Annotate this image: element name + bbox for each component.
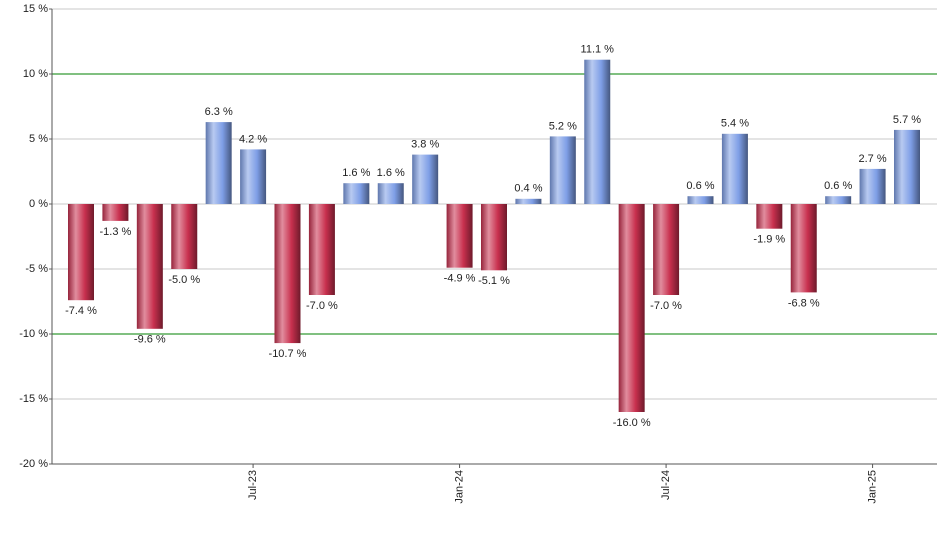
y-tick-label: 0 % <box>29 198 48 210</box>
bar <box>446 204 473 268</box>
y-tick-label: -15 % <box>19 393 48 405</box>
data-label: 0.6 % <box>686 180 714 192</box>
data-label: -7.4 % <box>65 305 97 317</box>
data-label: 5.2 % <box>549 120 577 132</box>
data-label: -7.0 % <box>306 300 338 312</box>
bar <box>515 198 542 204</box>
bar <box>687 196 714 204</box>
bar <box>343 183 370 204</box>
data-label: 3.8 % <box>411 139 439 151</box>
data-label: -6.8 % <box>788 297 820 309</box>
y-tick-label: 5 % <box>29 133 48 145</box>
bar <box>549 136 576 204</box>
y-tick-label: 10 % <box>23 68 48 80</box>
x-tick-label: Jan-24 <box>453 470 465 504</box>
bar <box>859 168 886 204</box>
bar <box>102 204 129 221</box>
bar <box>68 204 94 301</box>
bar <box>136 204 163 329</box>
data-label: -9.6 % <box>134 334 166 346</box>
data-label: 4.2 % <box>239 133 267 145</box>
x-tick-label: Jul-24 <box>660 470 672 500</box>
data-label: -16.0 % <box>613 417 651 429</box>
bar <box>584 59 611 205</box>
data-label: -7.0 % <box>650 300 682 312</box>
data-label: 1.6 % <box>342 167 370 179</box>
y-tick-label: -5 % <box>25 263 48 275</box>
bar <box>377 183 404 204</box>
bar <box>308 204 335 295</box>
bar <box>653 204 680 295</box>
data-label: 6.3 % <box>205 106 233 118</box>
bar <box>412 154 439 204</box>
bar <box>790 204 817 293</box>
data-label: -4.9 % <box>444 273 476 285</box>
data-label: -10.7 % <box>269 348 307 360</box>
y-tick-label: -20 % <box>19 458 48 470</box>
y-tick-label: 15 % <box>23 3 48 15</box>
bar <box>894 129 920 204</box>
data-label: -5.1 % <box>478 275 510 287</box>
data-label: 2.7 % <box>859 153 887 165</box>
bar <box>481 204 507 271</box>
data-label: 0.4 % <box>514 183 542 195</box>
data-label: -5.0 % <box>168 274 200 286</box>
bar <box>205 122 232 204</box>
x-tick-label: Jan-25 <box>866 470 878 504</box>
bar <box>825 196 852 204</box>
bar <box>756 204 783 229</box>
bar <box>618 204 645 412</box>
data-label: 11.1 % <box>581 44 615 56</box>
bar <box>240 149 267 204</box>
bar <box>721 133 748 204</box>
data-label: 5.7 % <box>893 114 921 126</box>
bar <box>274 204 301 344</box>
x-tick-label: Jul-23 <box>247 470 259 500</box>
bar <box>171 204 198 269</box>
data-label: 1.6 % <box>377 167 405 179</box>
data-label: 0.6 % <box>824 180 852 192</box>
data-label: -1.3 % <box>100 226 132 238</box>
data-label: -1.9 % <box>753 234 785 246</box>
data-label: 5.4 % <box>721 118 749 130</box>
y-tick-label: -10 % <box>19 328 48 340</box>
